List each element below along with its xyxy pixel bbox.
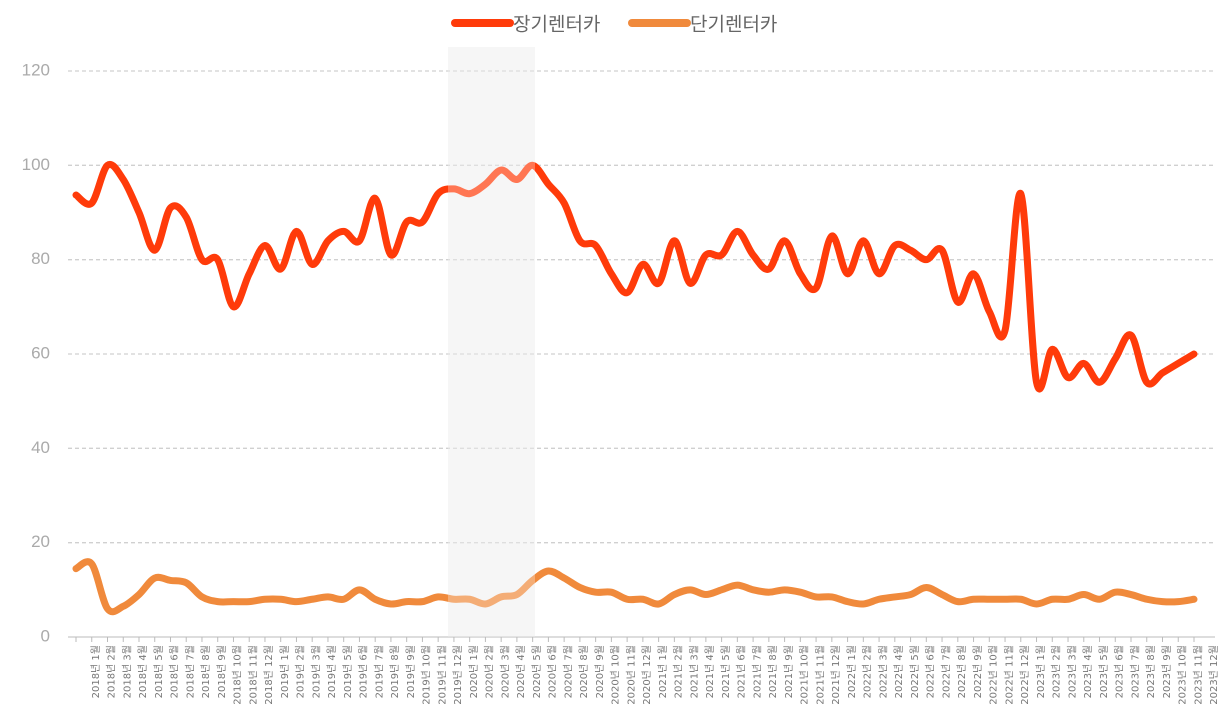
y-tick-label: 80: [31, 249, 50, 268]
x-tick-label: 2022년 11월: [1003, 645, 1015, 705]
x-tick-label: 2022년 3월: [877, 645, 889, 698]
x-tick-label: 2018년 7월: [184, 645, 196, 698]
legend-label: 단기렌터카: [690, 14, 777, 36]
x-tick-label: 2022년 7월: [940, 645, 952, 698]
x-tick-label: 2022년 8월: [956, 645, 968, 698]
x-tick-label: 2018년 3월: [121, 645, 133, 698]
x-tick-label: 2021년 8월: [767, 645, 779, 698]
x-tick-label: 2021년 7월: [751, 645, 763, 698]
x-tick-label: 2021년 5월: [720, 645, 732, 698]
x-tick-label: 2020년 3월: [499, 645, 511, 698]
x-tick-label: 2023년 10월: [1177, 645, 1189, 705]
x-tick-label: 2023년 4월: [1082, 645, 1094, 698]
x-tick-label: 2020년 10월: [610, 645, 622, 705]
x-tick-label: 2022년 2월: [862, 645, 874, 698]
lines: [72, 161, 1198, 616]
y-tick-label: 120: [22, 60, 50, 79]
x-tick-label: 2019년 7월: [373, 645, 385, 698]
highlight-band: [448, 47, 535, 637]
x-tick-label: 2023년 11월: [1192, 645, 1204, 705]
x-tick-label: 2020년 4월: [515, 645, 527, 698]
x-tick-label: 2020년 7월: [562, 645, 574, 698]
grid: [68, 70, 1215, 642]
y-tick-label: 0: [41, 626, 50, 645]
x-tick-label: 2020년 1월: [468, 645, 480, 698]
x-tick-label: 2022년 9월: [972, 645, 984, 698]
x-tick-label: 2019년 8월: [389, 645, 401, 698]
x-tick-label: 2018년 5월: [153, 645, 165, 698]
x-tick-label: 2019년 3월: [310, 645, 322, 698]
y-tick-label: 60: [31, 343, 50, 362]
x-tick-label: 2021년 10월: [799, 645, 811, 705]
x-tick-label: 2022년 12월: [1019, 645, 1031, 705]
x-tick-label: 2021년 11월: [814, 645, 826, 705]
x-tick-label: 2020년 11월: [625, 645, 637, 705]
x-tick-label: 2018년 11월: [247, 645, 259, 705]
x-tick-label: 2023년 1월: [1035, 645, 1047, 698]
x-tick-label: 2023년 6월: [1114, 645, 1126, 698]
x-tick-label: 2021년 9월: [783, 645, 795, 698]
x-tick-label: 2021년 1월: [657, 645, 669, 698]
x-tick-label: 2018년 2월: [106, 645, 118, 698]
x-tick-label: 2023년 7월: [1129, 645, 1141, 698]
x-tick-label: 2022년 10월: [988, 645, 1000, 705]
x-tick-label: 2023년 2월: [1051, 645, 1063, 698]
x-tick-label: 2023년 9월: [1161, 645, 1173, 698]
x-tick-label: 2019년 4월: [326, 645, 338, 698]
x-tick-label: 2021년 4월: [704, 645, 716, 698]
x-tick-label: 2018년 9월: [216, 645, 228, 698]
series-line: [72, 558, 1198, 616]
x-tick-label: 2020년 8월: [578, 645, 590, 698]
x-tick-label: 2020년 2월: [484, 645, 496, 698]
x-tick-label: 2021년 6월: [736, 645, 748, 698]
x-tick-label: 2018년 4월: [137, 645, 149, 698]
x-tick-label: 2023년 3월: [1066, 645, 1078, 698]
labels: 0 20 40 60 80 100 120 2018년 1월 2018년 2월 2018년 3월 2…: [22, 60, 1220, 704]
x-tick-label: 2020년 5월: [531, 645, 543, 698]
y-tick-label: 20: [31, 532, 50, 551]
x-tick-label: 2020년 9월: [594, 645, 606, 698]
x-tick-label: 2023년 8월: [1145, 645, 1157, 698]
x-tick-label: 2019년 12월: [452, 645, 464, 705]
series-line: [72, 161, 1198, 393]
highlight-overlay: [448, 47, 535, 637]
x-tick-label: 2018년 1월: [90, 645, 102, 698]
x-tick-label: 2021년 2월: [673, 645, 685, 698]
x-tick-label: 2019년 6월: [358, 645, 370, 698]
legend-label: 장기렌터카: [513, 14, 600, 36]
x-tick-label: 2019년 1월: [279, 645, 291, 698]
x-tick-label: 2018년 6월: [169, 645, 181, 698]
y-tick-label: 40: [31, 438, 50, 457]
x-tick-label: 2019년 10월: [421, 645, 433, 705]
x-tick-label: 2019년 11월: [436, 645, 448, 705]
x-tick-label: 2019년 9월: [405, 645, 417, 698]
x-tick-label: 2020년 12월: [641, 645, 653, 705]
y-tick-label: 100: [22, 155, 50, 174]
x-tick-label: 2023년 12월: [1208, 645, 1220, 705]
x-tick-label: 2022년 5월: [909, 645, 921, 698]
x-tick-label: 2018년 10월: [232, 645, 244, 705]
x-tick-label: 2018년 12월: [263, 645, 275, 705]
x-tick-label: 2019년 2월: [295, 645, 307, 698]
x-tick-label: 2022년 6월: [925, 645, 937, 698]
x-tick-label: 2021년 12월: [830, 645, 842, 705]
x-tick-label: 2022년 4월: [893, 645, 905, 698]
x-tick-label: 2019년 5월: [342, 645, 354, 698]
x-tick-label: 2021년 3월: [688, 645, 700, 698]
x-tick-label: 2018년 8월: [200, 645, 212, 698]
x-tick-label: 2023년 5월: [1098, 645, 1110, 698]
x-tick-label: 2022년 1월: [846, 645, 858, 698]
x-tick-label: 2020년 6월: [547, 645, 559, 698]
